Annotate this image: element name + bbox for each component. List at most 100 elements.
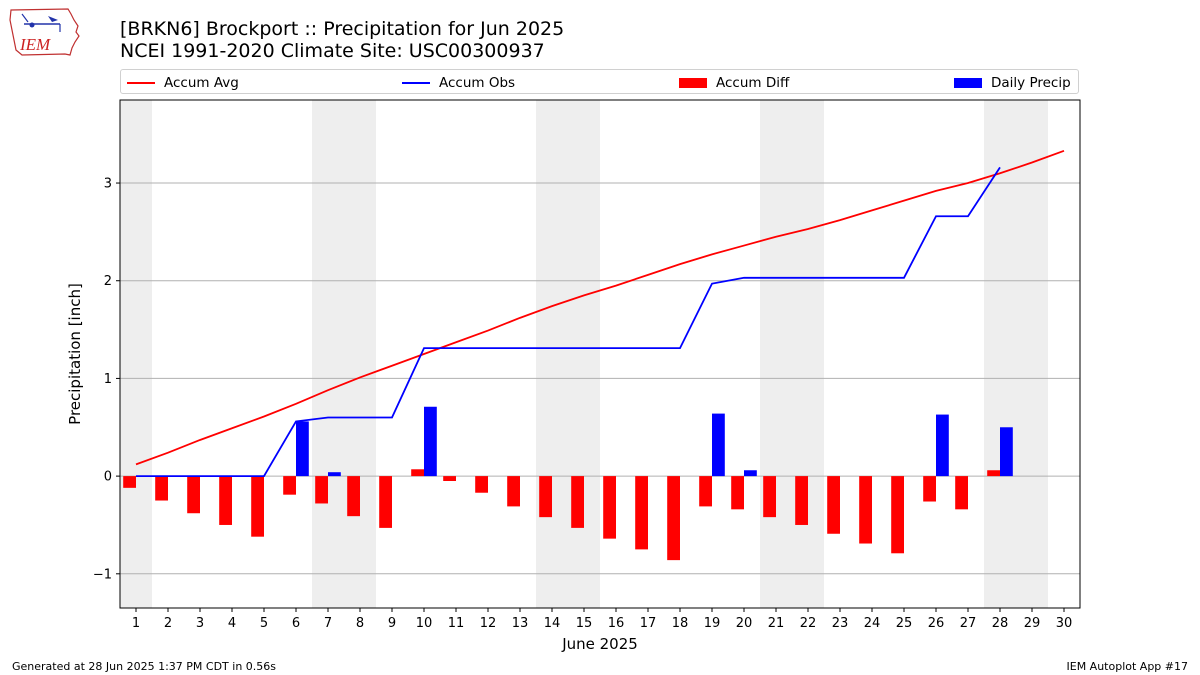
accum-diff-bar-day-7 [315,476,328,504]
accum-diff-bar-day-12 [475,476,488,493]
legend-swatch-daily-precip [954,77,982,88]
accum-diff-bar-day-20 [731,476,744,510]
x-tick-label-12: 12 [480,616,497,631]
legend-swatch-accum-obs [402,81,430,84]
x-tick-label-1: 1 [132,616,140,631]
x-tick-label-22: 22 [800,616,817,631]
x-tick-label-29: 29 [1024,616,1041,631]
x-tick-label-19: 19 [704,616,721,631]
accum-diff-bar-day-22 [795,476,808,525]
legend-item-accum-diff: Accum Diff [679,70,789,95]
legend-swatch-accum-avg [127,81,155,84]
weekend-shade-day-21 [760,100,792,608]
weekend-shade-day-8 [344,100,376,608]
accum-diff-bar-day-17 [635,476,648,550]
accum-avg-line [135,149,1065,466]
iem-logo: IEM [8,6,80,60]
accum-diff-bar-day-28 [987,470,1000,477]
daily-precip-bar-day-10 [424,406,437,477]
x-tick-label-30: 30 [1056,616,1073,631]
legend-item-daily-precip: Daily Precip [954,70,1071,95]
plot-frame [119,99,1081,609]
accum-diff-bar-day-26 [923,476,936,502]
footer-app: IEM Autoplot App #17 [1066,660,1189,673]
legend-label-accum-diff: Accum Diff [716,74,790,91]
x-tick-label-9: 9 [388,616,396,631]
daily-precip-bar-day-26 [936,414,949,477]
accum-diff-bar-day-10 [411,469,424,477]
x-tick-label-23: 23 [832,616,849,631]
x-axis-label: June 2025 [561,635,638,653]
accum-diff-bar-day-19 [699,476,712,507]
weekend-shade-day-7 [312,100,344,608]
x-tick-label-28: 28 [992,616,1009,631]
accum-diff-bar-day-5 [251,476,264,537]
bars [123,406,1013,561]
accum-diff-bar-day-6 [283,476,296,495]
x-tick-label-8: 8 [356,616,364,631]
y-tick-label-3: 2 [104,274,112,289]
weekend-shade-day-1 [120,100,152,608]
accum-diff-bar-day-16 [603,476,616,539]
accum-diff-bar-day-13 [507,476,520,507]
x-tick-label-17: 17 [640,616,657,631]
x-tick-label-11: 11 [448,616,465,631]
chart-legend: Accum Avg Accum Obs Accum Diff Daily Pre… [120,69,1079,94]
x-tick-label-5: 5 [260,616,268,631]
x-tick-label-2: 2 [164,616,172,631]
y-tick-label-4: 3 [104,177,112,192]
plot-area-border [119,99,1081,609]
legend-label-accum-obs: Accum Obs [439,74,516,91]
x-tick-label-18: 18 [672,616,689,631]
x-tick-label-21: 21 [768,616,785,631]
chart-title: [BRKN6] Brockport :: Precipitation for J… [120,18,565,40]
x-tick-label-10: 10 [416,616,433,631]
weekend-shade-day-22 [792,100,824,608]
x-tick-label-3: 3 [196,616,204,631]
x-tick-label-25: 25 [896,616,913,631]
x-tick-label-6: 6 [292,616,300,631]
legend-label-daily-precip: Daily Precip [991,74,1071,91]
accum-diff-bar-day-2 [155,476,168,501]
x-tick-label-7: 7 [324,616,332,631]
x-tick-label-20: 20 [736,616,753,631]
footer-generated: Generated at 28 Jun 2025 1:37 PM CDT in … [12,660,277,673]
weekend-shade-day-29 [1016,100,1048,608]
x-tick-label-26: 26 [928,616,945,631]
daily-precip-bar-day-20 [744,470,757,477]
legend-label-accum-avg: Accum Avg [164,74,239,91]
gridlines [120,182,1080,575]
accum-diff-bar-day-4 [219,476,232,525]
weekend-shade-day-15 [568,100,600,608]
iowa-map-icon: IEM [9,8,80,56]
accum-diff-bar-day-25 [891,476,904,554]
logo-text: IEM [19,35,51,54]
accum-diff-bar-day-27 [955,476,968,510]
x-tick-label-4: 4 [228,616,236,631]
legend-item-accum-avg: Accum Avg [127,70,239,95]
lines [135,149,1065,478]
y-tick-label-1: 0 [104,470,112,485]
y-tick-label-2: 1 [104,372,112,387]
y-axis-label: Precipitation [inch] [66,283,84,425]
accum-diff-bar-day-23 [827,476,840,534]
daily-precip-bar-day-28 [1000,427,1013,477]
daily-precip-bar-day-6 [296,421,309,477]
chart-subtitle: NCEI 1991-2020 Climate Site: USC00300937 [120,40,545,62]
accum-diff-bar-day-8 [347,476,360,517]
legend-swatch-accum-diff [679,77,707,88]
x-tick-label-15: 15 [576,616,593,631]
accum-diff-bar-day-14 [539,476,552,518]
accum-obs-line [136,166,1001,478]
accum-diff-bar-day-24 [859,476,872,544]
weekend-shade-day-14 [536,100,568,608]
accum-diff-bar-day-1 [123,476,136,488]
legend-item-accum-obs: Accum Obs [402,70,515,95]
x-tick-label-13: 13 [512,616,529,631]
daily-precip-bar-day-19 [712,413,725,477]
x-tick-label-24: 24 [864,616,881,631]
accum-diff-bar-day-9 [379,476,392,528]
accum-diff-bar-day-3 [187,476,200,514]
